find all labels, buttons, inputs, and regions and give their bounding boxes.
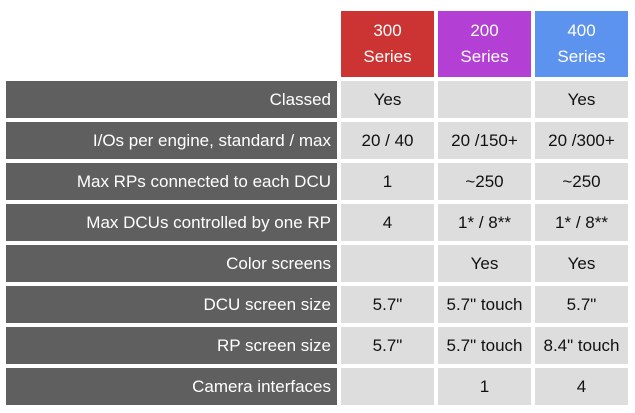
- cell-max-rps-300: 1: [341, 163, 434, 200]
- cell-color-screens-200: Yes: [438, 245, 531, 282]
- series-300-header: 300 Series: [341, 11, 434, 77]
- cell-dcu-screen-size-200: 5.7" touch: [438, 286, 531, 323]
- cell-max-rps-400: ~250: [535, 163, 628, 200]
- cell-rp-screen-size-200: 5.7" touch: [438, 327, 531, 364]
- cell-ios-400: 20 /300+: [535, 122, 628, 159]
- cell-dcu-screen-size-300: 5.7": [341, 286, 434, 323]
- cell-camera-interfaces-300: [341, 368, 434, 405]
- row-label-max-rps: Max RPs connected to each DCU: [6, 163, 337, 200]
- series-400-number: 400: [567, 21, 596, 40]
- cell-ios-300: 20 / 40: [341, 122, 434, 159]
- row-label-color-screens: Color screens: [6, 245, 337, 282]
- cell-max-dcus-300: 4: [341, 204, 434, 241]
- row-label-camera-interfaces: Camera interfaces: [6, 368, 337, 405]
- cell-camera-interfaces-200: 1: [438, 368, 531, 405]
- cell-camera-interfaces-400: 4: [535, 368, 628, 405]
- row-label-max-dcus: Max DCUs controlled by one RP: [6, 204, 337, 241]
- series-300-word: Series: [363, 47, 412, 66]
- row-label-classed: Classed: [6, 81, 337, 118]
- cell-max-rps-200: ~250: [438, 163, 531, 200]
- series-200-word: Series: [460, 47, 509, 66]
- cell-classed-300: Yes: [341, 81, 434, 118]
- row-label-dcu-screen-size: DCU screen size: [6, 286, 337, 323]
- series-200-number: 200: [470, 21, 499, 40]
- cell-classed-400: Yes: [535, 81, 628, 118]
- cell-classed-200: [438, 81, 531, 118]
- comparison-table: 300 Series 200 Series 400 Series Classed…: [6, 11, 628, 405]
- cell-max-dcus-200: 1* / 8**: [438, 204, 531, 241]
- series-400-word: Series: [557, 47, 606, 66]
- cell-rp-screen-size-300: 5.7": [341, 327, 434, 364]
- header-blank-cell: [6, 11, 337, 77]
- row-label-rp-screen-size: RP screen size: [6, 327, 337, 364]
- cell-dcu-screen-size-400: 5.7": [535, 286, 628, 323]
- series-200-header: 200 Series: [438, 11, 531, 77]
- series-300-number: 300: [373, 21, 402, 40]
- cell-color-screens-400: Yes: [535, 245, 628, 282]
- series-400-header: 400 Series: [535, 11, 628, 77]
- row-label-ios: I/Os per engine, standard / max: [6, 122, 337, 159]
- cell-max-dcus-400: 1* / 8**: [535, 204, 628, 241]
- cell-ios-200: 20 /150+: [438, 122, 531, 159]
- cell-rp-screen-size-400: 8.4" touch: [535, 327, 628, 364]
- cell-color-screens-300: [341, 245, 434, 282]
